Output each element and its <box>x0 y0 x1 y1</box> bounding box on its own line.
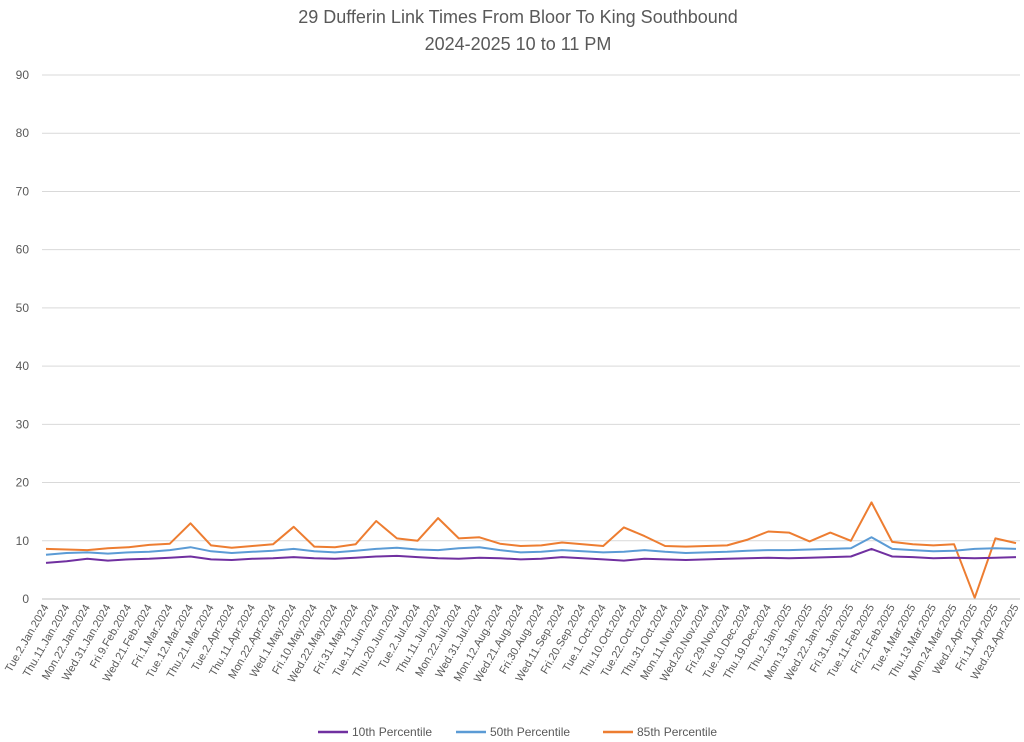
series-line-50th-percentile <box>45 536 1017 556</box>
chart-title: 29 Dufferin Link Times From Bloor To Kin… <box>298 7 738 27</box>
y-tick-label: 50 <box>16 301 30 315</box>
legend-label: 50th Percentile <box>490 725 570 739</box>
y-tick-label: 20 <box>16 476 30 490</box>
y-tick-label: 30 <box>16 417 30 431</box>
y-tick-label: 70 <box>16 184 30 198</box>
series-lines <box>45 501 1017 599</box>
x-axis-ticks: Tue.2.Jan.2024Thu.11.Jan.2024Mon.22.Jan.… <box>3 603 1021 685</box>
legend: 10th Percentile 50th Percentile 85th Perce… <box>318 725 717 739</box>
legend-label: 10th Percentile <box>352 725 432 739</box>
y-tick-label: 80 <box>16 126 30 140</box>
y-tick-label: 60 <box>16 243 30 257</box>
y-tick-label: 90 <box>16 68 30 82</box>
y-tick-label: 10 <box>16 534 30 548</box>
gridlines <box>42 74 1020 542</box>
y-tick-label: 0 <box>22 592 29 606</box>
y-tick-label: 40 <box>16 359 30 373</box>
series-line-85th-percentile <box>45 501 1017 599</box>
legend-label: 85th Percentile <box>637 725 717 739</box>
chart-subtitle: 2024-2025 10 to 11 PM <box>425 34 612 54</box>
y-axis-ticks: 0 10 20 30 40 50 60 70 80 90 <box>16 68 30 606</box>
series-line-10th-percentile <box>45 547 1017 564</box>
